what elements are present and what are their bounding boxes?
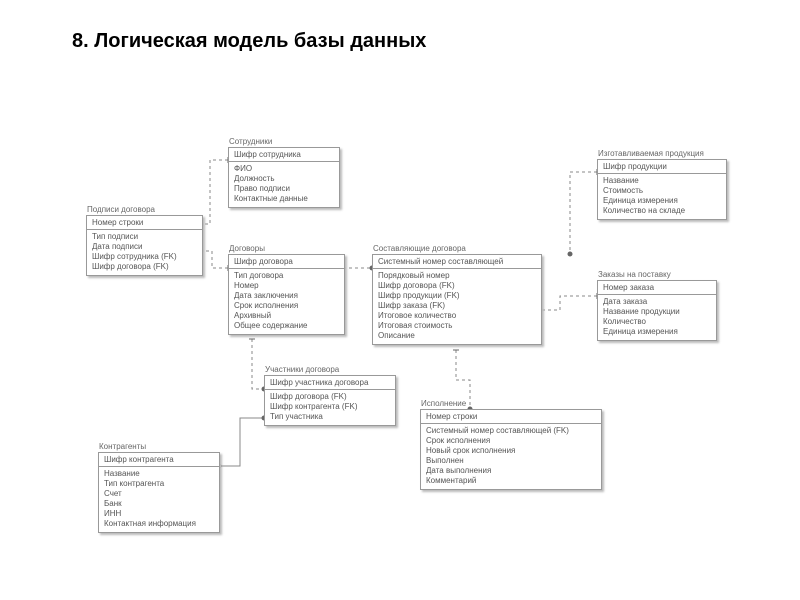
entity-attr: Шифр продукции (FK)	[378, 291, 536, 301]
entity-attr: Срок исполнения	[234, 301, 339, 311]
entity-attr: Контактная информация	[104, 519, 214, 529]
entity-attrs: Тип подписиДата подписиШифр сотрудника (…	[87, 230, 202, 275]
entity-signatures: Подписи договораНомер строкиТип подписиД…	[86, 215, 203, 276]
edge-orders-components	[540, 296, 597, 310]
entity-orders: Заказы на поставкуНомер заказаДата заказ…	[597, 280, 717, 341]
entity-attr: Порядковый номер	[378, 271, 536, 281]
entity-attrs: ФИОДолжностьПраво подписиКонтактные данн…	[229, 162, 339, 207]
entity-contractors: КонтрагентыШифр контрагентаНазваниеТип к…	[98, 452, 220, 533]
entity-attr: Номер	[234, 281, 339, 291]
entity-attr: Счет	[104, 489, 214, 499]
edge-products-components	[570, 172, 597, 254]
entity-label: Подписи договора	[87, 205, 155, 214]
entity-pk: Системный номер составляющей	[373, 255, 541, 269]
entity-label: Сотрудники	[229, 137, 272, 146]
entity-label: Исполнение	[421, 399, 466, 408]
entity-attr: Тип подписи	[92, 232, 197, 242]
edge-contracts-participants	[252, 339, 264, 389]
page-title: 8. Логическая модель базы данных	[72, 30, 426, 53]
entity-attr: Дата заказа	[603, 297, 711, 307]
entity-attr: Единица измерения	[603, 327, 711, 337]
entity-pk: Шифр договора	[229, 255, 344, 269]
entity-attr: Название	[603, 176, 721, 186]
entity-attr: Архивный	[234, 311, 339, 321]
entity-participants: Участники договораШифр участника договор…	[264, 375, 396, 426]
edge-end-dot	[568, 252, 573, 257]
edge-contractors-participants	[218, 418, 264, 466]
entity-pk: Шифр сотрудника	[229, 148, 339, 162]
entity-attr: Дата заключения	[234, 291, 339, 301]
entity-attr: Количество	[603, 317, 711, 327]
entity-employees: СотрудникиШифр сотрудникаФИОДолжностьПра…	[228, 147, 340, 208]
entity-attrs: НазваниеСтоимостьЕдиница измеренияКоличе…	[598, 174, 726, 219]
entity-label: Составляющие договора	[373, 244, 466, 253]
entity-attr: ФИО	[234, 164, 334, 174]
entity-attr: Шифр договора (FK)	[270, 392, 390, 402]
entity-pk: Шифр продукции	[598, 160, 726, 174]
entity-attr: Шифр заказа (FK)	[378, 301, 536, 311]
entity-attr: Шифр договора (FK)	[378, 281, 536, 291]
entity-pk: Номер строки	[87, 216, 202, 230]
entity-label: Заказы на поставку	[598, 270, 671, 279]
entity-attr: Общее содержание	[234, 321, 339, 331]
entity-label: Договоры	[229, 244, 265, 253]
entity-attr: Выполнен	[426, 456, 596, 466]
entity-pk: Номер заказа	[598, 281, 716, 295]
entity-label: Контрагенты	[99, 442, 146, 451]
entity-attr: Шифр контрагента (FK)	[270, 402, 390, 412]
entity-attr: Единица измерения	[603, 196, 721, 206]
entity-attr: Шифр договора (FK)	[92, 262, 197, 272]
entity-attr: Дата выполнения	[426, 466, 596, 476]
entity-attr: Название	[104, 469, 214, 479]
entity-products: Изготавливаемая продукцияШифр продукцииН…	[597, 159, 727, 220]
edge-emp-sign	[201, 160, 228, 224]
entity-attrs: Порядковый номерШифр договора (FK)Шифр п…	[373, 269, 541, 344]
entity-pk: Номер строки	[421, 410, 601, 424]
entity-attr: Дата подписи	[92, 242, 197, 252]
entity-attr: Новый срок исполнения	[426, 446, 596, 456]
entity-execution: ИсполнениеНомер строкиСистемный номер со…	[420, 409, 602, 490]
entity-attr: Банк	[104, 499, 214, 509]
entity-attr: Описание	[378, 331, 536, 341]
entity-attr: Количество на складе	[603, 206, 721, 216]
entity-label: Участники договора	[265, 365, 339, 374]
entity-attrs: Шифр договора (FK)Шифр контрагента (FK)Т…	[265, 390, 395, 425]
entity-attr: ИНН	[104, 509, 214, 519]
entity-attr: Право подписи	[234, 184, 334, 194]
entity-attr: Итоговая стоимость	[378, 321, 536, 331]
entity-attr: Тип участника	[270, 412, 390, 422]
entity-attr: Срок исполнения	[426, 436, 596, 446]
entity-attr: Название продукции	[603, 307, 711, 317]
entity-attrs: Системный номер составляющей (FK)Срок ис…	[421, 424, 601, 489]
entity-attr: Шифр сотрудника (FK)	[92, 252, 197, 262]
entity-attr: Стоимость	[603, 186, 721, 196]
entity-pk: Шифр участника договора	[265, 376, 395, 390]
entity-attr: Итоговое количество	[378, 311, 536, 321]
entity-pk: Шифр контрагента	[99, 453, 219, 467]
entity-attrs: Дата заказаНазвание продукцииКоличествоЕ…	[598, 295, 716, 340]
entity-attr: Тип договора	[234, 271, 339, 281]
diagram-canvas: 8. Логическая модель базы данных Сотрудн…	[0, 0, 800, 600]
edge-contracts-sign	[201, 251, 228, 268]
entity-attr: Системный номер составляющей (FK)	[426, 426, 596, 436]
entity-components: Составляющие договораСистемный номер сос…	[372, 254, 542, 345]
entity-attrs: НазваниеТип контрагентаСчетБанкИННКонтак…	[99, 467, 219, 532]
entity-attr: Тип контрагента	[104, 479, 214, 489]
entity-attrs: Тип договораНомерДата заключенияСрок исп…	[229, 269, 344, 334]
entity-attr: Контактные данные	[234, 194, 334, 204]
entity-attr: Должность	[234, 174, 334, 184]
entity-attr: Комментарий	[426, 476, 596, 486]
entity-label: Изготавливаемая продукция	[598, 149, 704, 158]
entity-contracts: ДоговорыШифр договораТип договораНомерДа…	[228, 254, 345, 335]
